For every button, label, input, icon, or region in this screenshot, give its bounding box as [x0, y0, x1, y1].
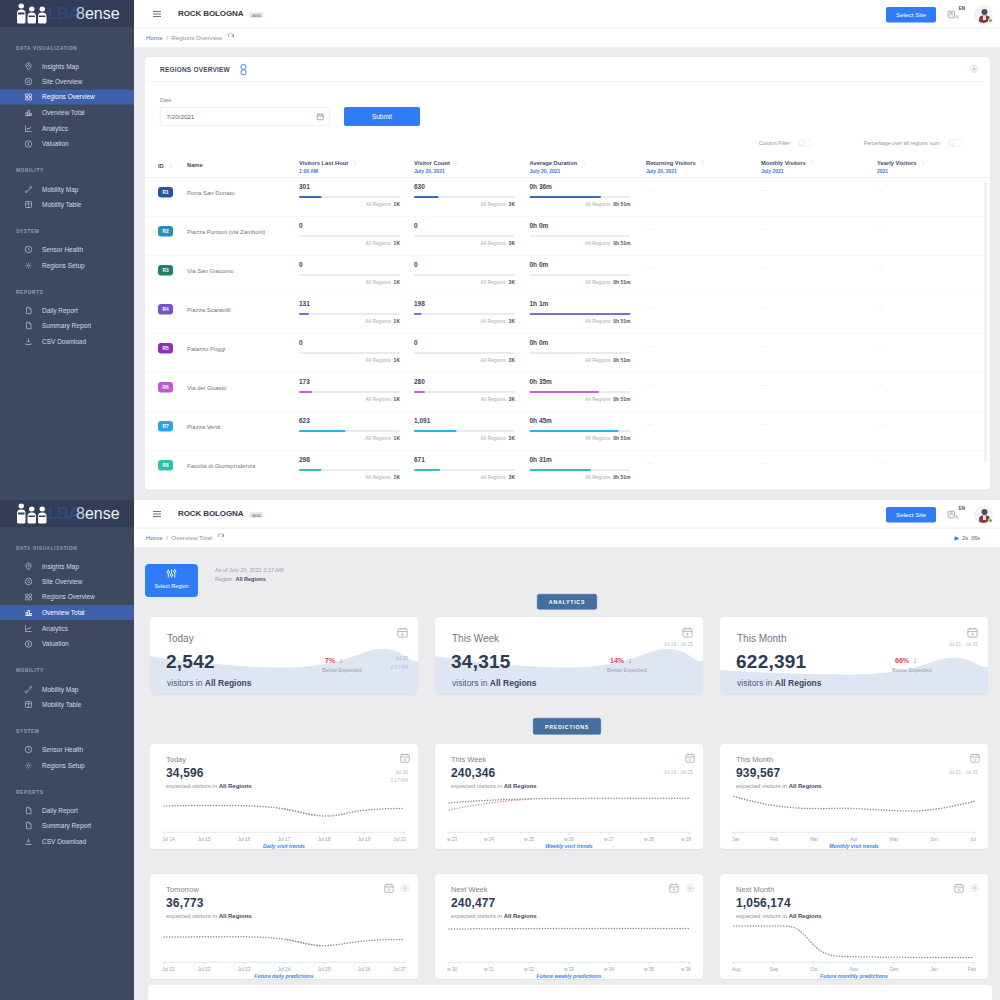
svg-text:Jun: Jun	[930, 837, 938, 842]
svg-text:w 29: w 29	[681, 837, 691, 842]
svg-text:Jul 17: Jul 17	[278, 837, 291, 842]
svg-text:Jul 26: Jul 26	[358, 967, 371, 972]
svg-text:Jul 24: Jul 24	[278, 967, 291, 972]
svg-text:w 33: w 33	[564, 967, 574, 972]
svg-text:Jul 18: Jul 18	[318, 837, 331, 842]
svg-text:Jul 19: Jul 19	[358, 837, 371, 842]
svg-text:Aug: Aug	[732, 967, 741, 972]
svg-text:w 32: w 32	[524, 967, 534, 972]
svg-text:Mar: Mar	[810, 837, 819, 842]
svg-text:Dec: Dec	[890, 967, 899, 972]
svg-text:Sep: Sep	[770, 967, 779, 972]
svg-text:Jul 25: Jul 25	[318, 967, 331, 972]
svg-text:w 28: w 28	[644, 837, 654, 842]
svg-text:Jul: Jul	[970, 837, 976, 842]
svg-text:w 31: w 31	[484, 967, 494, 972]
svg-text:w 23: w 23	[447, 837, 457, 842]
svg-text:Jul 14: Jul 14	[162, 837, 175, 842]
svg-text:w 34: w 34	[604, 967, 614, 972]
svg-text:Jul 22: Jul 22	[198, 967, 211, 972]
svg-text:Jul 16: Jul 16	[238, 837, 251, 842]
svg-text:Jan: Jan	[732, 837, 740, 842]
svg-text:w 30: w 30	[447, 967, 457, 972]
svg-text:w 24: w 24	[484, 837, 494, 842]
svg-text:Nov: Nov	[850, 967, 859, 972]
svg-text:Feb: Feb	[770, 837, 779, 842]
svg-text:Feb: Feb	[968, 967, 976, 972]
svg-text:Jul 27: Jul 27	[393, 967, 406, 972]
svg-text:May: May	[890, 837, 900, 842]
svg-text:Jul 23: Jul 23	[238, 967, 251, 972]
svg-text:w 25: w 25	[524, 837, 534, 842]
svg-text:w 36: w 36	[681, 967, 691, 972]
svg-text:Jul 20: Jul 20	[393, 837, 406, 842]
svg-text:Jul 21: Jul 21	[162, 967, 175, 972]
svg-text:Oct: Oct	[810, 967, 818, 972]
svg-text:Apr: Apr	[850, 837, 858, 842]
svg-text:Jan: Jan	[930, 967, 938, 972]
svg-text:w 27: w 27	[604, 837, 614, 842]
svg-text:w 26: w 26	[564, 837, 574, 842]
svg-text:w 35: w 35	[644, 967, 654, 972]
svg-text:Jul 15: Jul 15	[198, 837, 211, 842]
